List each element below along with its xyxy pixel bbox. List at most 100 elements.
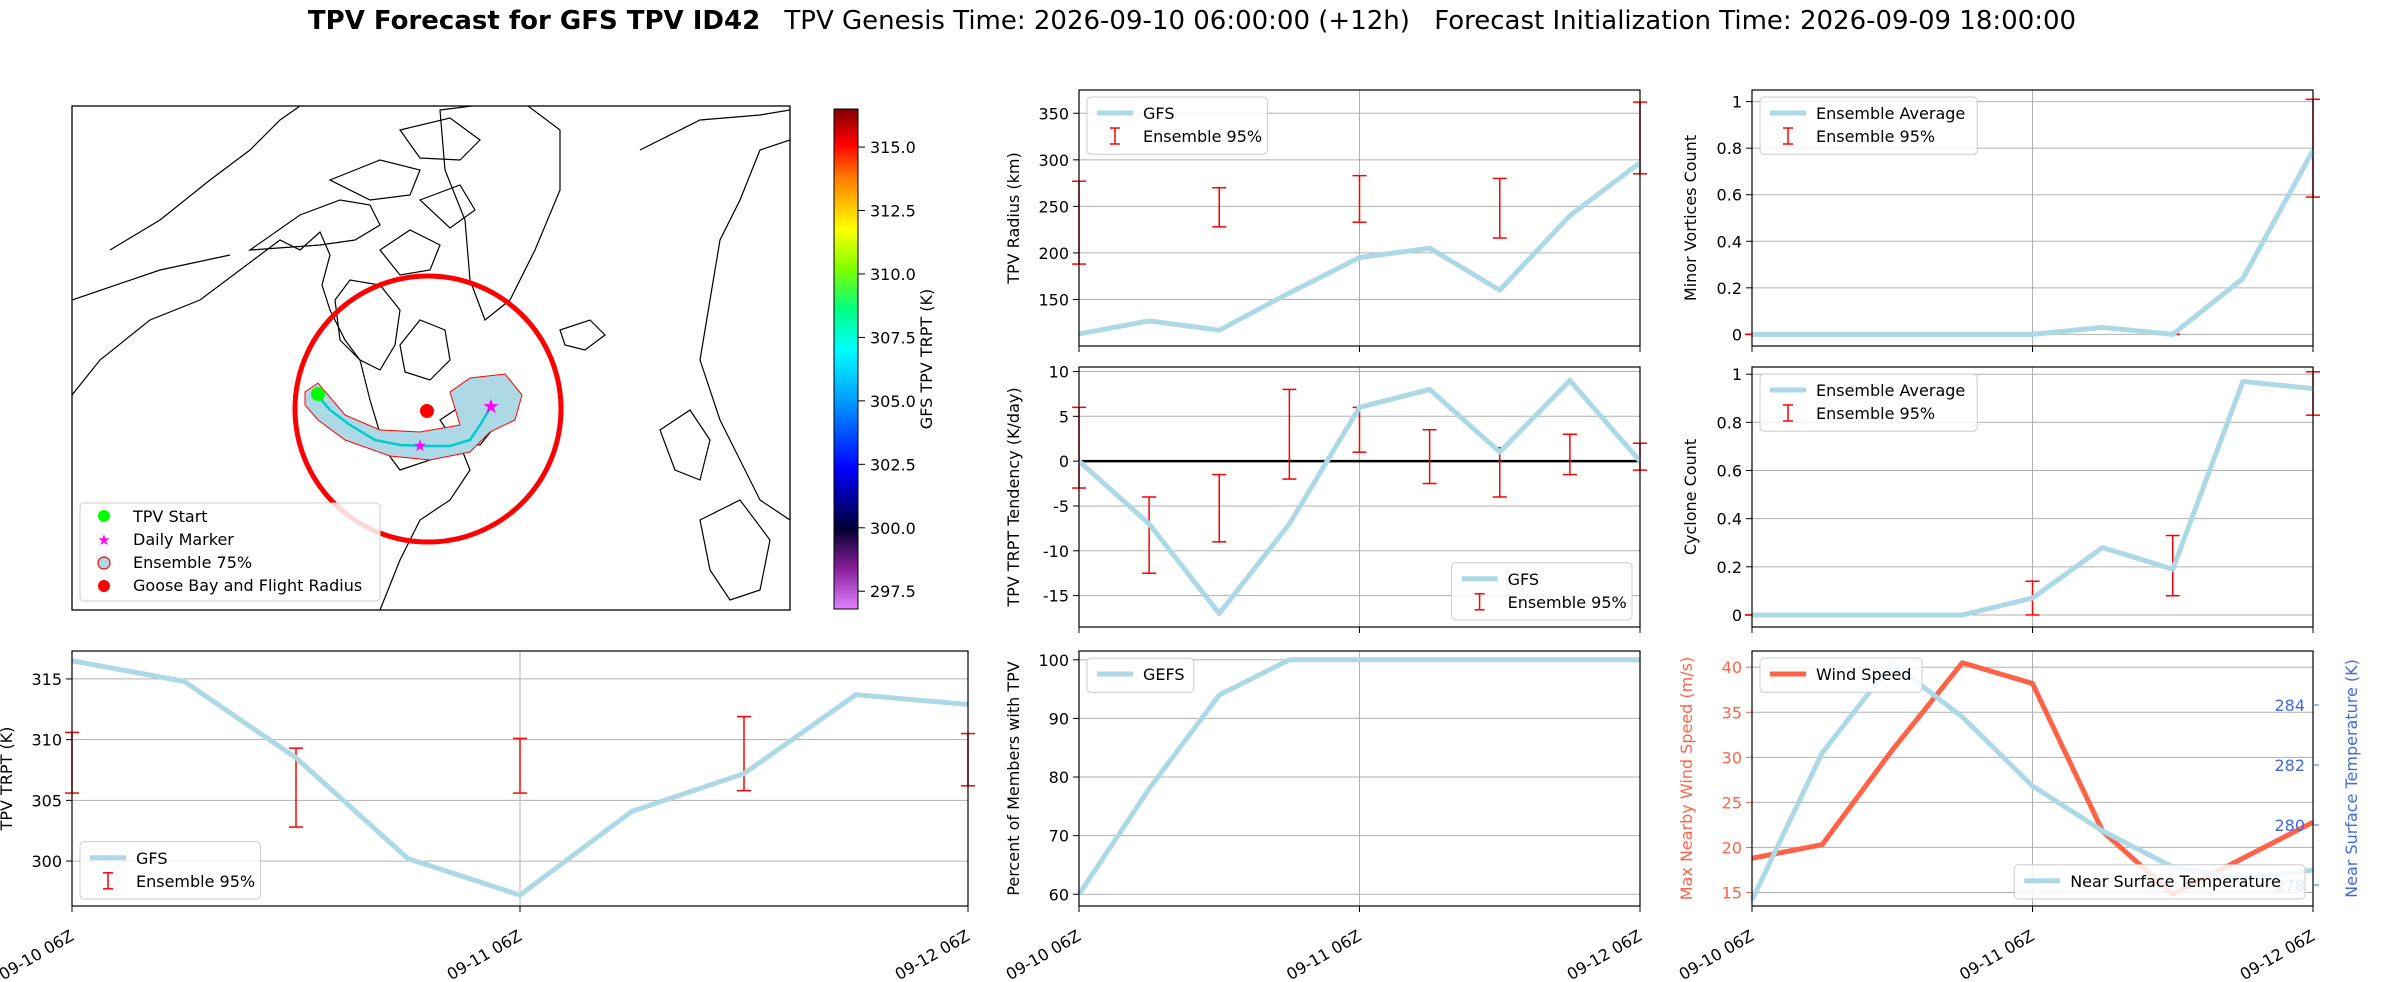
colorbar-tick-label: 312.5 xyxy=(870,202,916,221)
y-tick-label: -5 xyxy=(1053,497,1069,516)
tpv-track xyxy=(315,393,494,448)
legend-label: Ensemble 95% xyxy=(1816,127,1935,146)
figure-title: TPV Forecast for GFS TPV ID42 TPV Genesi… xyxy=(0,6,2384,36)
legend-box xyxy=(2013,864,2306,900)
x-tick-label: 09-11 06Z xyxy=(444,926,525,982)
chart-members: 60 70 80 90 100 09-10 06Z 09-11 06Z 09-12 06Z Pe… xyxy=(1003,650,1645,982)
y-tick-label: 80 xyxy=(1049,768,1069,787)
tpv-start-marker xyxy=(311,387,325,401)
y-tick-label: 1 xyxy=(1732,93,1742,112)
plot-frame xyxy=(71,650,969,907)
legend: Wind Speed xyxy=(1759,657,1923,693)
y-tick-label: 310 xyxy=(31,731,62,750)
legend-label: Ensemble Average xyxy=(1816,381,1965,400)
y-tick-label: 350 xyxy=(1038,104,1069,123)
x-tick-label: 09-12 06Z xyxy=(892,926,973,982)
colorbar-tick-label: 307.5 xyxy=(870,328,916,347)
legend-start-icon xyxy=(98,510,110,522)
y-tick-label: 20 xyxy=(1722,838,1742,857)
y-tick-label: 315 xyxy=(31,670,62,689)
flight-radius-circle xyxy=(292,273,564,545)
legend: Ensemble Average Ensemble 95% xyxy=(1759,96,1978,155)
colorbar-tick-label: 310.0 xyxy=(870,265,916,284)
y-axis-label: TPV TRPT Tendency (K/day) xyxy=(1004,387,1023,607)
chart-radius: 150 200 250 300 350 TPV Radius (km) GFS Ensembl… xyxy=(1004,89,1647,352)
colorbar-tick-label: 315.0 xyxy=(870,138,916,157)
legend-label: Near Surface Temperature xyxy=(2070,872,2281,891)
y-tick-label: 30 xyxy=(1722,748,1742,767)
ensemble-75-swath xyxy=(304,373,523,461)
plot-frame xyxy=(1078,650,1641,907)
chart-tendency: -15 -10 -5 0 5 10 TPV TRPT Tendency (K/day) GFS… xyxy=(1004,362,1647,633)
y-tick-label: 25 xyxy=(1722,793,1742,812)
x-tick-label: 09-11 06Z xyxy=(1283,926,1364,982)
title-main: TPV Forecast for GFS TPV ID42 xyxy=(307,6,761,36)
y-right-axis-label: Near Surface Temperature (K) xyxy=(2342,659,2361,898)
plot-frame xyxy=(1078,366,1641,628)
y-tick-label: 0.2 xyxy=(1717,279,1742,298)
map-panel: ★ ★ TPV Start ★ Daily Marker Ensemble 75… xyxy=(71,105,936,611)
plot-frame xyxy=(1751,366,2314,628)
y-tick-label: 60 xyxy=(1049,885,1069,904)
y-tick-label: 300 xyxy=(31,852,62,871)
legend-box xyxy=(1086,657,1195,693)
plot-frame xyxy=(1078,89,1641,347)
y-tick-label: 70 xyxy=(1049,827,1069,846)
y-axis-label: Percent of Members with TPV xyxy=(1004,661,1023,895)
legend: GFS Ensemble 95% xyxy=(79,841,261,900)
legend: Ensemble Average Ensemble 95% xyxy=(1759,373,1978,432)
chart-trpt: 300 305 310 315 09-10 06Z 09-11 06Z 09-12 06Z T… xyxy=(0,650,975,982)
legend-box xyxy=(1759,96,1978,155)
map-legend-item: Ensemble 75% xyxy=(133,553,252,572)
legend-label: Ensemble 95% xyxy=(1143,127,1262,146)
y-tick-label: 5 xyxy=(1059,407,1069,426)
y-tick-label: 305 xyxy=(31,791,62,810)
legend-label: Ensemble 95% xyxy=(136,872,255,891)
x-tick-label: 09-11 06Z xyxy=(1956,926,2037,982)
y-tick-label: 0.8 xyxy=(1717,413,1742,432)
legend-star-icon: ★ xyxy=(97,531,110,549)
chart-wind_temp: 15 20 25 30 35 40 09-10 06Z 09-11 06Z 09-12 06Z M… xyxy=(1676,650,2361,982)
x-tick-label: 09-10 06Z xyxy=(1003,926,1084,982)
y-tick-label: -15 xyxy=(1043,587,1069,606)
y-right-tick-label: 282 xyxy=(2274,756,2305,775)
y-tick-label: 35 xyxy=(1722,703,1742,722)
y-tick-label: 100 xyxy=(1038,651,1069,670)
y-axis-label: Minor Vortices Count xyxy=(1681,135,1700,301)
y-tick-label: 200 xyxy=(1038,244,1069,263)
title-genesis: TPV Genesis Time: 2026-09-10 06:00:00 (+… xyxy=(784,6,1410,36)
legend-ensemble-icon xyxy=(97,556,111,570)
colorbar-tick-label: 305.0 xyxy=(870,392,916,411)
y-tick-label: 90 xyxy=(1049,709,1069,728)
map-legend-item: Goose Bay and Flight Radius xyxy=(133,576,362,595)
x-tick-label: 09-10 06Z xyxy=(0,926,77,982)
y-tick-label: 0.2 xyxy=(1717,558,1742,577)
y-tick-label: 250 xyxy=(1038,197,1069,216)
y-tick-label: 1 xyxy=(1732,365,1742,384)
legend-box xyxy=(1759,373,1978,432)
y-tick-label: 0.6 xyxy=(1717,462,1742,481)
y-tick-label: 0.6 xyxy=(1717,186,1742,205)
legend: GEFS xyxy=(1086,657,1195,693)
map-legend-item: Daily Marker xyxy=(133,530,234,549)
colorbar-label: GFS TPV TRPT (K) xyxy=(917,289,936,429)
legend-goose-bay-icon xyxy=(98,580,110,592)
daily-marker-star: ★ xyxy=(482,394,500,418)
y-tick-label: 0.4 xyxy=(1717,510,1742,529)
x-tick-label: 09-12 06Z xyxy=(2237,926,2318,982)
x-tick-label: 09-10 06Z xyxy=(1676,926,1757,982)
title-init: Forecast Initialization Time: 2026-09-09… xyxy=(1434,6,2077,36)
map-legend-item: TPV Start xyxy=(132,507,208,526)
plot-frame xyxy=(1751,89,2314,347)
legend-label: Ensemble 95% xyxy=(1508,593,1627,612)
colorbar-tick-label: 302.5 xyxy=(870,455,916,474)
y-axis-label: TPV Radius (km) xyxy=(1004,152,1023,285)
colorbar: GFS TPV TRPT (K) 315.0 312.5 310.0 307.5 305… xyxy=(833,108,936,610)
legend: GFS Ensemble 95% xyxy=(1086,96,1268,155)
x-tick-label: 09-12 06Z xyxy=(1564,926,1645,982)
legend-label: GEFS xyxy=(1143,665,1185,684)
legend-label: Ensemble Average xyxy=(1816,104,1965,123)
y-tick-label: 40 xyxy=(1722,658,1742,677)
legend: Near Surface Temperature xyxy=(2013,864,2306,900)
